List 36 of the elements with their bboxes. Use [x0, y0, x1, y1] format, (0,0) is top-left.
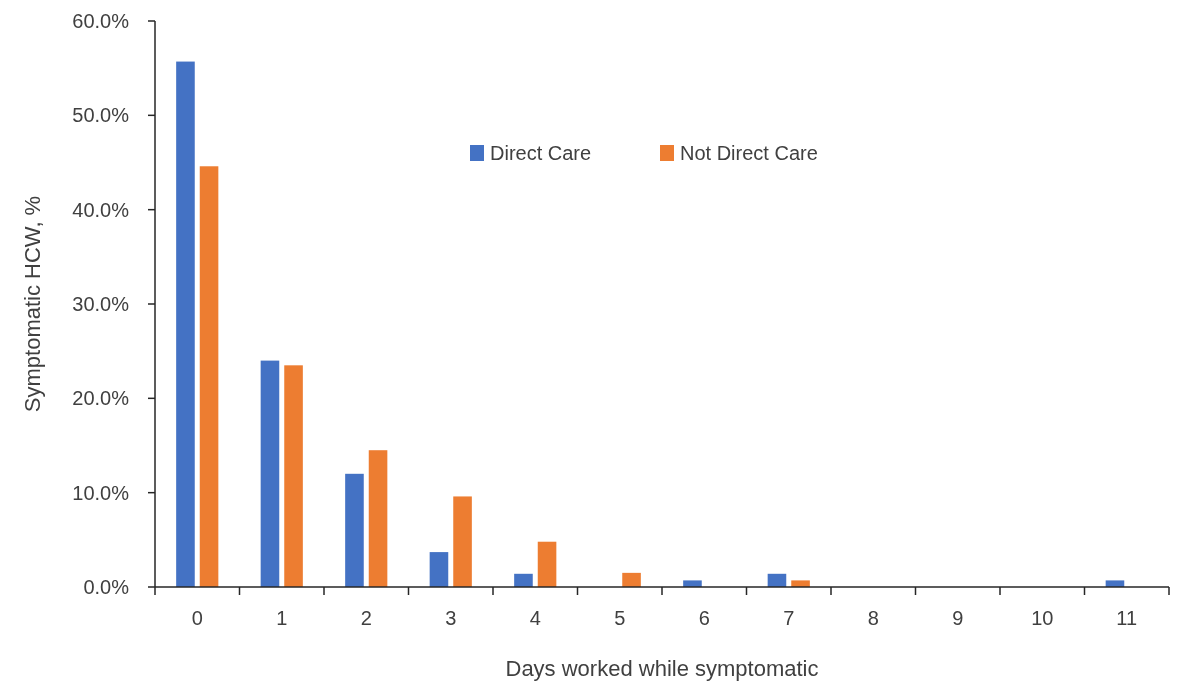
bar	[176, 61, 195, 587]
x-tick-label: 11	[1116, 607, 1138, 629]
y-tick-label: 50.0%	[72, 104, 130, 127]
y-axis-title: Symptomatic HCW, %	[20, 195, 45, 413]
x-tick-label: 3	[445, 607, 457, 629]
bar	[199, 166, 219, 587]
x-tick-label: 9	[952, 607, 964, 629]
x-tick-label: 2	[360, 607, 372, 629]
bar	[345, 473, 364, 587]
x-tick-label: 1	[276, 607, 288, 629]
x-tick-label: 0	[191, 607, 203, 629]
y-tick-label: 30.0%	[72, 293, 130, 315]
y-tick-label: 0.0%	[83, 576, 130, 598]
x-tick-label: 4	[529, 607, 541, 629]
x-tick-label: 7	[783, 607, 795, 629]
bar	[453, 496, 472, 587]
legend-label: Not Direct Care	[680, 142, 818, 164]
x-tick-label: 8	[867, 607, 879, 629]
bar	[683, 580, 702, 587]
bar	[537, 541, 557, 587]
bar	[514, 573, 533, 587]
legend-label: Direct Care	[490, 142, 592, 164]
x-tick-label: 6	[698, 607, 710, 629]
x-axis-title: Days worked while symptomatic	[505, 656, 819, 681]
y-tick-label: 20.0%	[72, 387, 130, 410]
y-tick-label: 40.0%	[72, 198, 130, 221]
bar	[622, 572, 641, 587]
bar	[429, 552, 449, 587]
y-tick-label: 10.0%	[72, 481, 130, 504]
bar	[791, 580, 810, 587]
x-tick-label: 5	[614, 607, 626, 629]
bar	[368, 450, 388, 587]
bar	[284, 365, 303, 587]
x-tick-label: 10	[1031, 607, 1054, 629]
y-tick-label: 60.0%	[72, 10, 130, 32]
bar	[260, 360, 280, 587]
